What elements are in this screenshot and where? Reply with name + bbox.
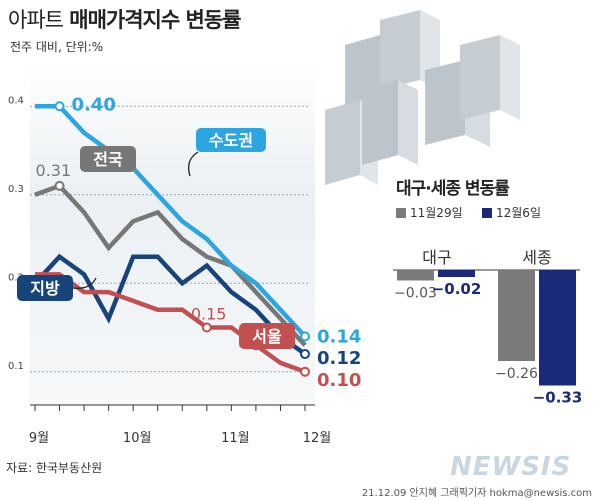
legend-swatch: [482, 207, 492, 218]
callout-local-box: [17, 275, 73, 301]
title-part1: 아파트: [8, 8, 64, 32]
bar-value-labels: −0.03−0.02 −0.26 −0.33: [394, 280, 582, 407]
title-part2: 매매가격지수 변동률: [69, 8, 241, 32]
series-marker: [54, 180, 65, 191]
series-callouts: 수도권 전국 지방 서울: [17, 128, 295, 349]
series-marker: [300, 349, 310, 360]
callout-national: 전국: [93, 150, 123, 169]
x-tick-label: 9월: [29, 431, 49, 446]
y-tick-label: 0.2: [8, 272, 24, 283]
callout-capital-box: [196, 128, 266, 152]
callout-capital-arrow: [187, 151, 199, 177]
callout-local: 지방: [30, 279, 60, 298]
y-tick-label: 0.4: [8, 95, 24, 106]
chart-grid: [30, 105, 310, 373]
bar-value-label: −0.03: [394, 286, 437, 302]
source-note: 자료: 한국부동산원: [6, 461, 103, 475]
bar-category-label: 대구: [422, 248, 451, 267]
series-marker: [201, 322, 212, 333]
page-title: 아파트 매매가격지수 변동률: [8, 4, 241, 34]
bar-chart-title: 대구·세종 변동률: [396, 179, 510, 199]
y-tick-label: 0.1: [8, 361, 24, 372]
series-marker: [54, 101, 65, 112]
legend-label: 11월29일: [410, 206, 463, 220]
value-label: 0.14: [317, 326, 361, 347]
chart-subtitle: 전주 대비, 단위:%: [10, 40, 104, 54]
series-line: [34, 183, 307, 347]
bar-series: [397, 270, 576, 386]
value-label: 0.40: [72, 94, 116, 115]
callout-seoul-box: [239, 323, 295, 349]
series-line: [33, 253, 307, 356]
x-tick-label: 12월: [303, 431, 332, 446]
y-axis: 0.4 0.3 0.2 0.1: [8, 95, 24, 372]
y-tick-label: 0.3: [8, 184, 24, 195]
building-illustration: [325, 10, 520, 185]
bar: [397, 270, 434, 281]
watermark-logo: NEWSIS: [450, 452, 572, 482]
bar-value-label: −0.26: [495, 366, 538, 382]
series-line: [35, 104, 307, 338]
bar-value-label: −0.33: [533, 389, 583, 407]
legend-item-this-week: 12월6일: [482, 204, 541, 221]
legend-label: 12월6일: [496, 206, 541, 220]
legend-swatch: [396, 207, 406, 218]
callout-capital: 수도권: [209, 131, 253, 150]
x-tick-label: 10월: [123, 431, 152, 446]
bar-value-label: −0.02: [432, 280, 482, 298]
bar: [498, 270, 535, 361]
legend-item-prev-week: 11월29일: [396, 204, 463, 221]
bar: [539, 270, 576, 386]
bar: [438, 270, 475, 277]
value-label: 0.15: [191, 305, 227, 324]
callout-national-box: [80, 146, 136, 172]
x-tick-label: 11월: [221, 431, 250, 446]
credit-line: 21.12.09 안지혜 그래픽기자 hokma@newsis.com: [361, 488, 592, 499]
value-label: 0.10: [317, 370, 361, 391]
value-label: 0.12: [317, 348, 361, 369]
bar-category-label: 세종: [522, 248, 551, 267]
x-axis: 9월 10월 11월 12월: [29, 404, 332, 446]
callout-seoul: 서울: [252, 327, 282, 346]
series-marker: [300, 366, 310, 377]
series-marker: [300, 331, 310, 342]
value-label: 0.31: [36, 161, 72, 180]
callout-local-arrow: [72, 277, 97, 289]
building-icon: [325, 10, 520, 185]
bar-chart: 대구 세종 −0.03−0.02 −0.26 −0.33: [393, 248, 582, 407]
value-labels: 0.310.400.140.120.150.130.10: [36, 94, 362, 391]
